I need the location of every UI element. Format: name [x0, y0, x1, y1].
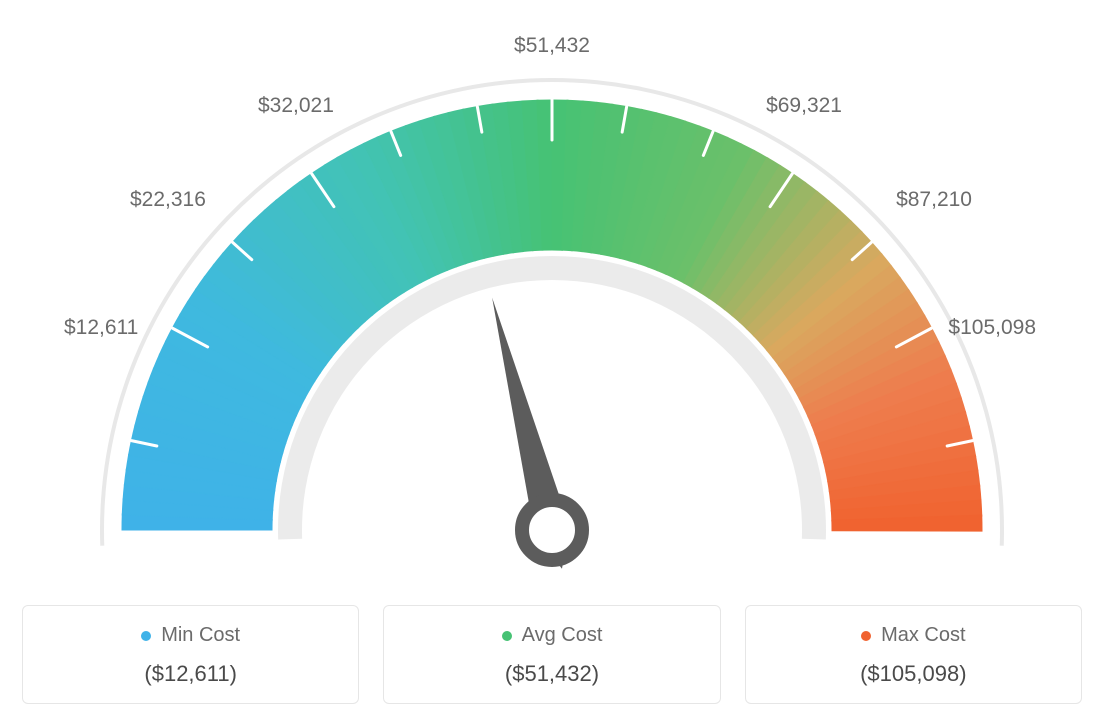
gauge-arc: [122, 100, 982, 531]
legend-label-avg: Avg Cost: [522, 624, 603, 647]
gauge-tick-label: $51,432: [514, 34, 590, 57]
gauge-tick-label: $12,611: [64, 316, 138, 339]
legend-title-max: Max Cost: [756, 624, 1071, 647]
legend-value-max: ($105,098): [756, 661, 1071, 687]
needle-hub: [522, 500, 582, 560]
legend-value-avg: ($51,432): [394, 661, 709, 687]
gauge-tick-label: $32,021: [258, 94, 334, 117]
gauge-tick-label: $87,210: [896, 188, 972, 211]
gauge-tick-label: $22,316: [130, 188, 206, 211]
legend-title-min: Min Cost: [33, 624, 348, 647]
legend-card-max: Max Cost ($105,098): [745, 605, 1082, 704]
dot-max-icon: [861, 631, 871, 641]
legend-card-avg: Avg Cost ($51,432): [383, 605, 720, 704]
dot-min-icon: [141, 631, 151, 641]
legend-value-min: ($12,611): [33, 661, 348, 687]
legend-label-max: Max Cost: [881, 624, 965, 647]
legend-row: Min Cost ($12,611) Avg Cost ($51,432) Ma…: [22, 605, 1082, 704]
legend-label-min: Min Cost: [161, 624, 240, 647]
gauge-tick-label: $69,321: [766, 94, 842, 117]
legend-card-min: Min Cost ($12,611): [22, 605, 359, 704]
dot-avg-icon: [502, 631, 512, 641]
cost-gauge: $12,611 $22,316 $32,021 $51,432 $69,321 $87,2…: [22, 20, 1082, 585]
gauge-tick-label: $105,098: [948, 316, 1036, 339]
gauge-svg: $12,611 $22,316 $32,021 $51,432 $69,321 $87,2…: [22, 20, 1082, 580]
legend-title-avg: Avg Cost: [394, 624, 709, 647]
